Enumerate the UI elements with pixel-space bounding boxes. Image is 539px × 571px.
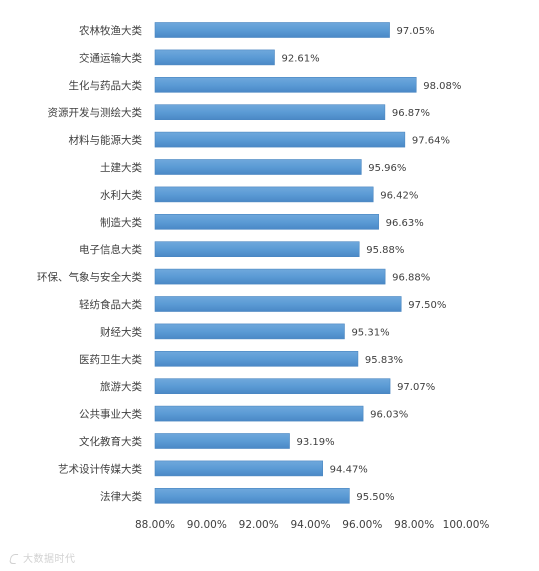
category-label: 农林牧渔大类 [79, 24, 142, 37]
watermark: 大数据时代 [10, 550, 76, 565]
category-label: 资源开发与测绘大类 [48, 106, 143, 119]
category-label: 法律大类 [100, 490, 142, 503]
data-label: 95.31% [351, 327, 389, 338]
data-label: 97.64% [412, 136, 450, 147]
data-label: 92.61% [281, 53, 319, 64]
x-tick-label: 90.00% [187, 519, 227, 531]
bar [154, 131, 406, 148]
bar [154, 214, 379, 230]
bar [154, 405, 364, 422]
x-tick-label: 98.00% [394, 519, 434, 531]
x-tick-label: 94.00% [290, 519, 330, 531]
bar [154, 104, 386, 120]
bar [154, 268, 386, 285]
data-label: 96.63% [386, 218, 424, 229]
data-label: 96.42% [380, 190, 418, 201]
bar [154, 378, 391, 395]
category-label: 医药卫生大类 [79, 353, 142, 366]
data-label: 95.88% [366, 245, 404, 256]
data-label: 97.50% [408, 300, 446, 311]
data-label: 98.08% [423, 81, 461, 92]
x-tick-label: 88.00% [135, 519, 175, 531]
watermark-text: 大数据时代 [23, 554, 76, 565]
category-label: 旅游大类 [100, 380, 142, 393]
data-label: 96.87% [392, 108, 430, 119]
bar [154, 22, 390, 38]
x-tick-label: 92.00% [239, 519, 279, 531]
bar [154, 49, 275, 66]
category-label: 土建大类 [100, 161, 142, 174]
data-label: 97.05% [397, 26, 435, 37]
category-label: 电子信息大类 [79, 243, 142, 256]
category-label: 制造大类 [100, 216, 142, 229]
bar [154, 77, 417, 93]
x-tick-label: 96.00% [342, 519, 382, 531]
data-label: 93.19% [297, 437, 335, 448]
bar [154, 159, 362, 175]
data-label: 97.07% [397, 382, 435, 393]
data-label: 94.47% [330, 464, 368, 475]
data-label: 96.03% [370, 410, 408, 421]
watermark-logo-icon [10, 553, 20, 563]
bar [154, 487, 350, 504]
category-label: 文化教育大类 [79, 435, 142, 448]
bar [154, 433, 290, 449]
data-label: 95.50% [356, 492, 394, 503]
bar [154, 186, 374, 203]
bar [154, 296, 402, 312]
category-label: 轻纺食品大类 [79, 298, 142, 311]
category-label: 水利大类 [100, 188, 142, 201]
category-label: 生化与药品大类 [69, 79, 143, 92]
category-label: 艺术设计传媒大类 [58, 462, 142, 475]
category-label: 交通运输大类 [79, 51, 142, 64]
bar [154, 323, 345, 340]
data-label: 96.88% [392, 273, 430, 284]
data-label: 95.96% [368, 163, 406, 174]
bar [154, 460, 323, 477]
category-label: 公共事业大类 [79, 408, 142, 421]
plot-area: 农林牧渔大类 97.05% 交通运输大类 92.61% 生化与药品大类 98.08% 资源开… [37, 22, 490, 531]
category-label: 材料与能源大类 [69, 134, 143, 147]
category-label: 财经大类 [100, 325, 142, 338]
category-label: 环保、气象与安全大类 [37, 271, 142, 284]
data-label: 95.83% [365, 355, 403, 366]
bar [154, 241, 360, 257]
x-tick-label: 100.00% [443, 519, 490, 531]
bar [154, 350, 359, 367]
